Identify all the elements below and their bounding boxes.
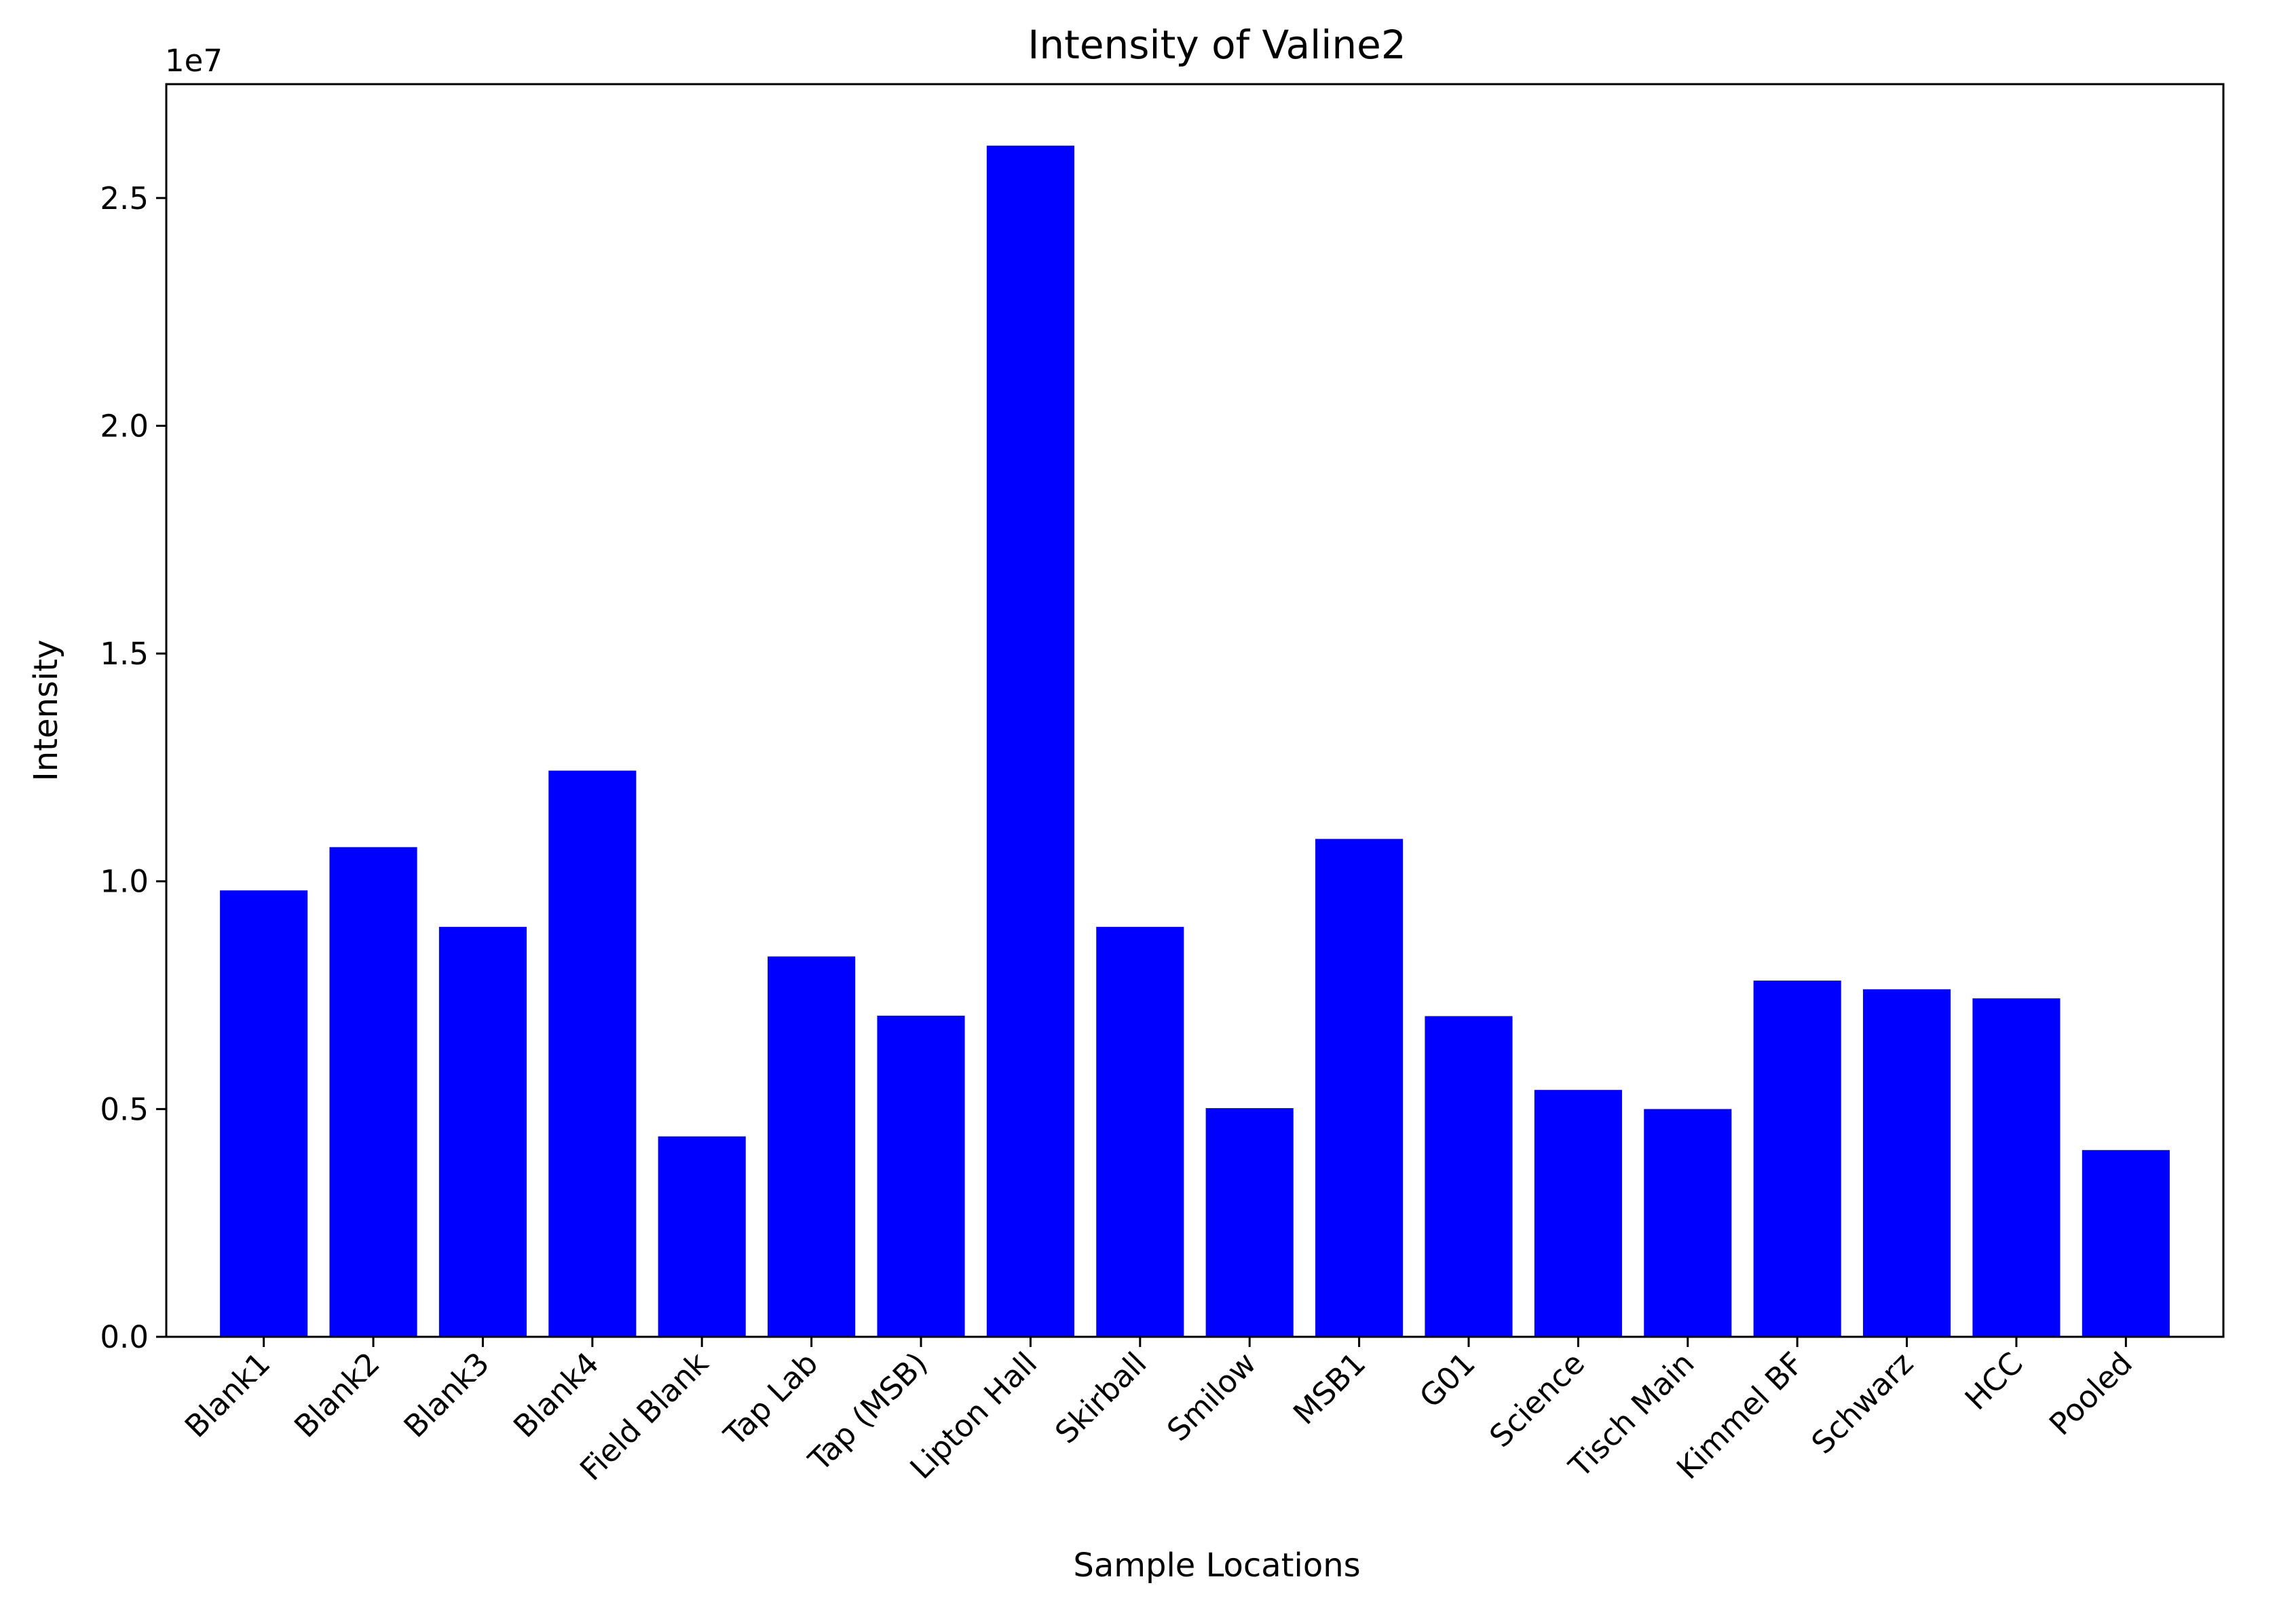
y-tick-label: 2.0 bbox=[100, 408, 149, 444]
bar-lipton-hall bbox=[986, 145, 1074, 1337]
y-axis-ticks: 0.0 0.5 1.0 1.5 2.0 2.5 bbox=[100, 181, 166, 1355]
bar-blank2 bbox=[329, 847, 417, 1337]
bar-smilow bbox=[1205, 1108, 1294, 1337]
bar-blank3 bbox=[438, 926, 527, 1337]
bar-tap-lab bbox=[768, 956, 856, 1337]
chart-title: Intensity of Valine2 bbox=[1028, 22, 1406, 68]
x-axis-label: Sample Locations bbox=[1073, 1546, 1360, 1584]
bar-tisch-main bbox=[1644, 1109, 1732, 1337]
bar-blank1 bbox=[220, 890, 308, 1337]
bar-kimmel-bf bbox=[1753, 981, 1841, 1337]
y-tick-label: 1.5 bbox=[100, 636, 149, 672]
bar-field-blank bbox=[658, 1136, 746, 1337]
bar-blank4 bbox=[548, 770, 637, 1337]
bar-hcc bbox=[1972, 998, 2060, 1337]
y-axis-label: Intensity bbox=[27, 640, 65, 782]
bars-group bbox=[220, 145, 2170, 1337]
plot-frame bbox=[165, 83, 2225, 1338]
bar-schwarz bbox=[1863, 989, 1951, 1337]
y-tick-label: 2.5 bbox=[100, 181, 149, 216]
y-tick-label: 0.5 bbox=[100, 1091, 149, 1127]
bar-skirball bbox=[1096, 926, 1184, 1337]
bar-science bbox=[1534, 1090, 1622, 1337]
y-axis-offset-label: 1e7 bbox=[165, 43, 223, 79]
bar-msb1 bbox=[1315, 839, 1404, 1337]
bar-g01 bbox=[1425, 1016, 1513, 1337]
bar-tap-msb bbox=[877, 1015, 965, 1337]
y-tick-label: 0.0 bbox=[100, 1319, 149, 1355]
y-tick-label: 1.0 bbox=[100, 864, 149, 900]
bar-pooled bbox=[2082, 1150, 2170, 1337]
